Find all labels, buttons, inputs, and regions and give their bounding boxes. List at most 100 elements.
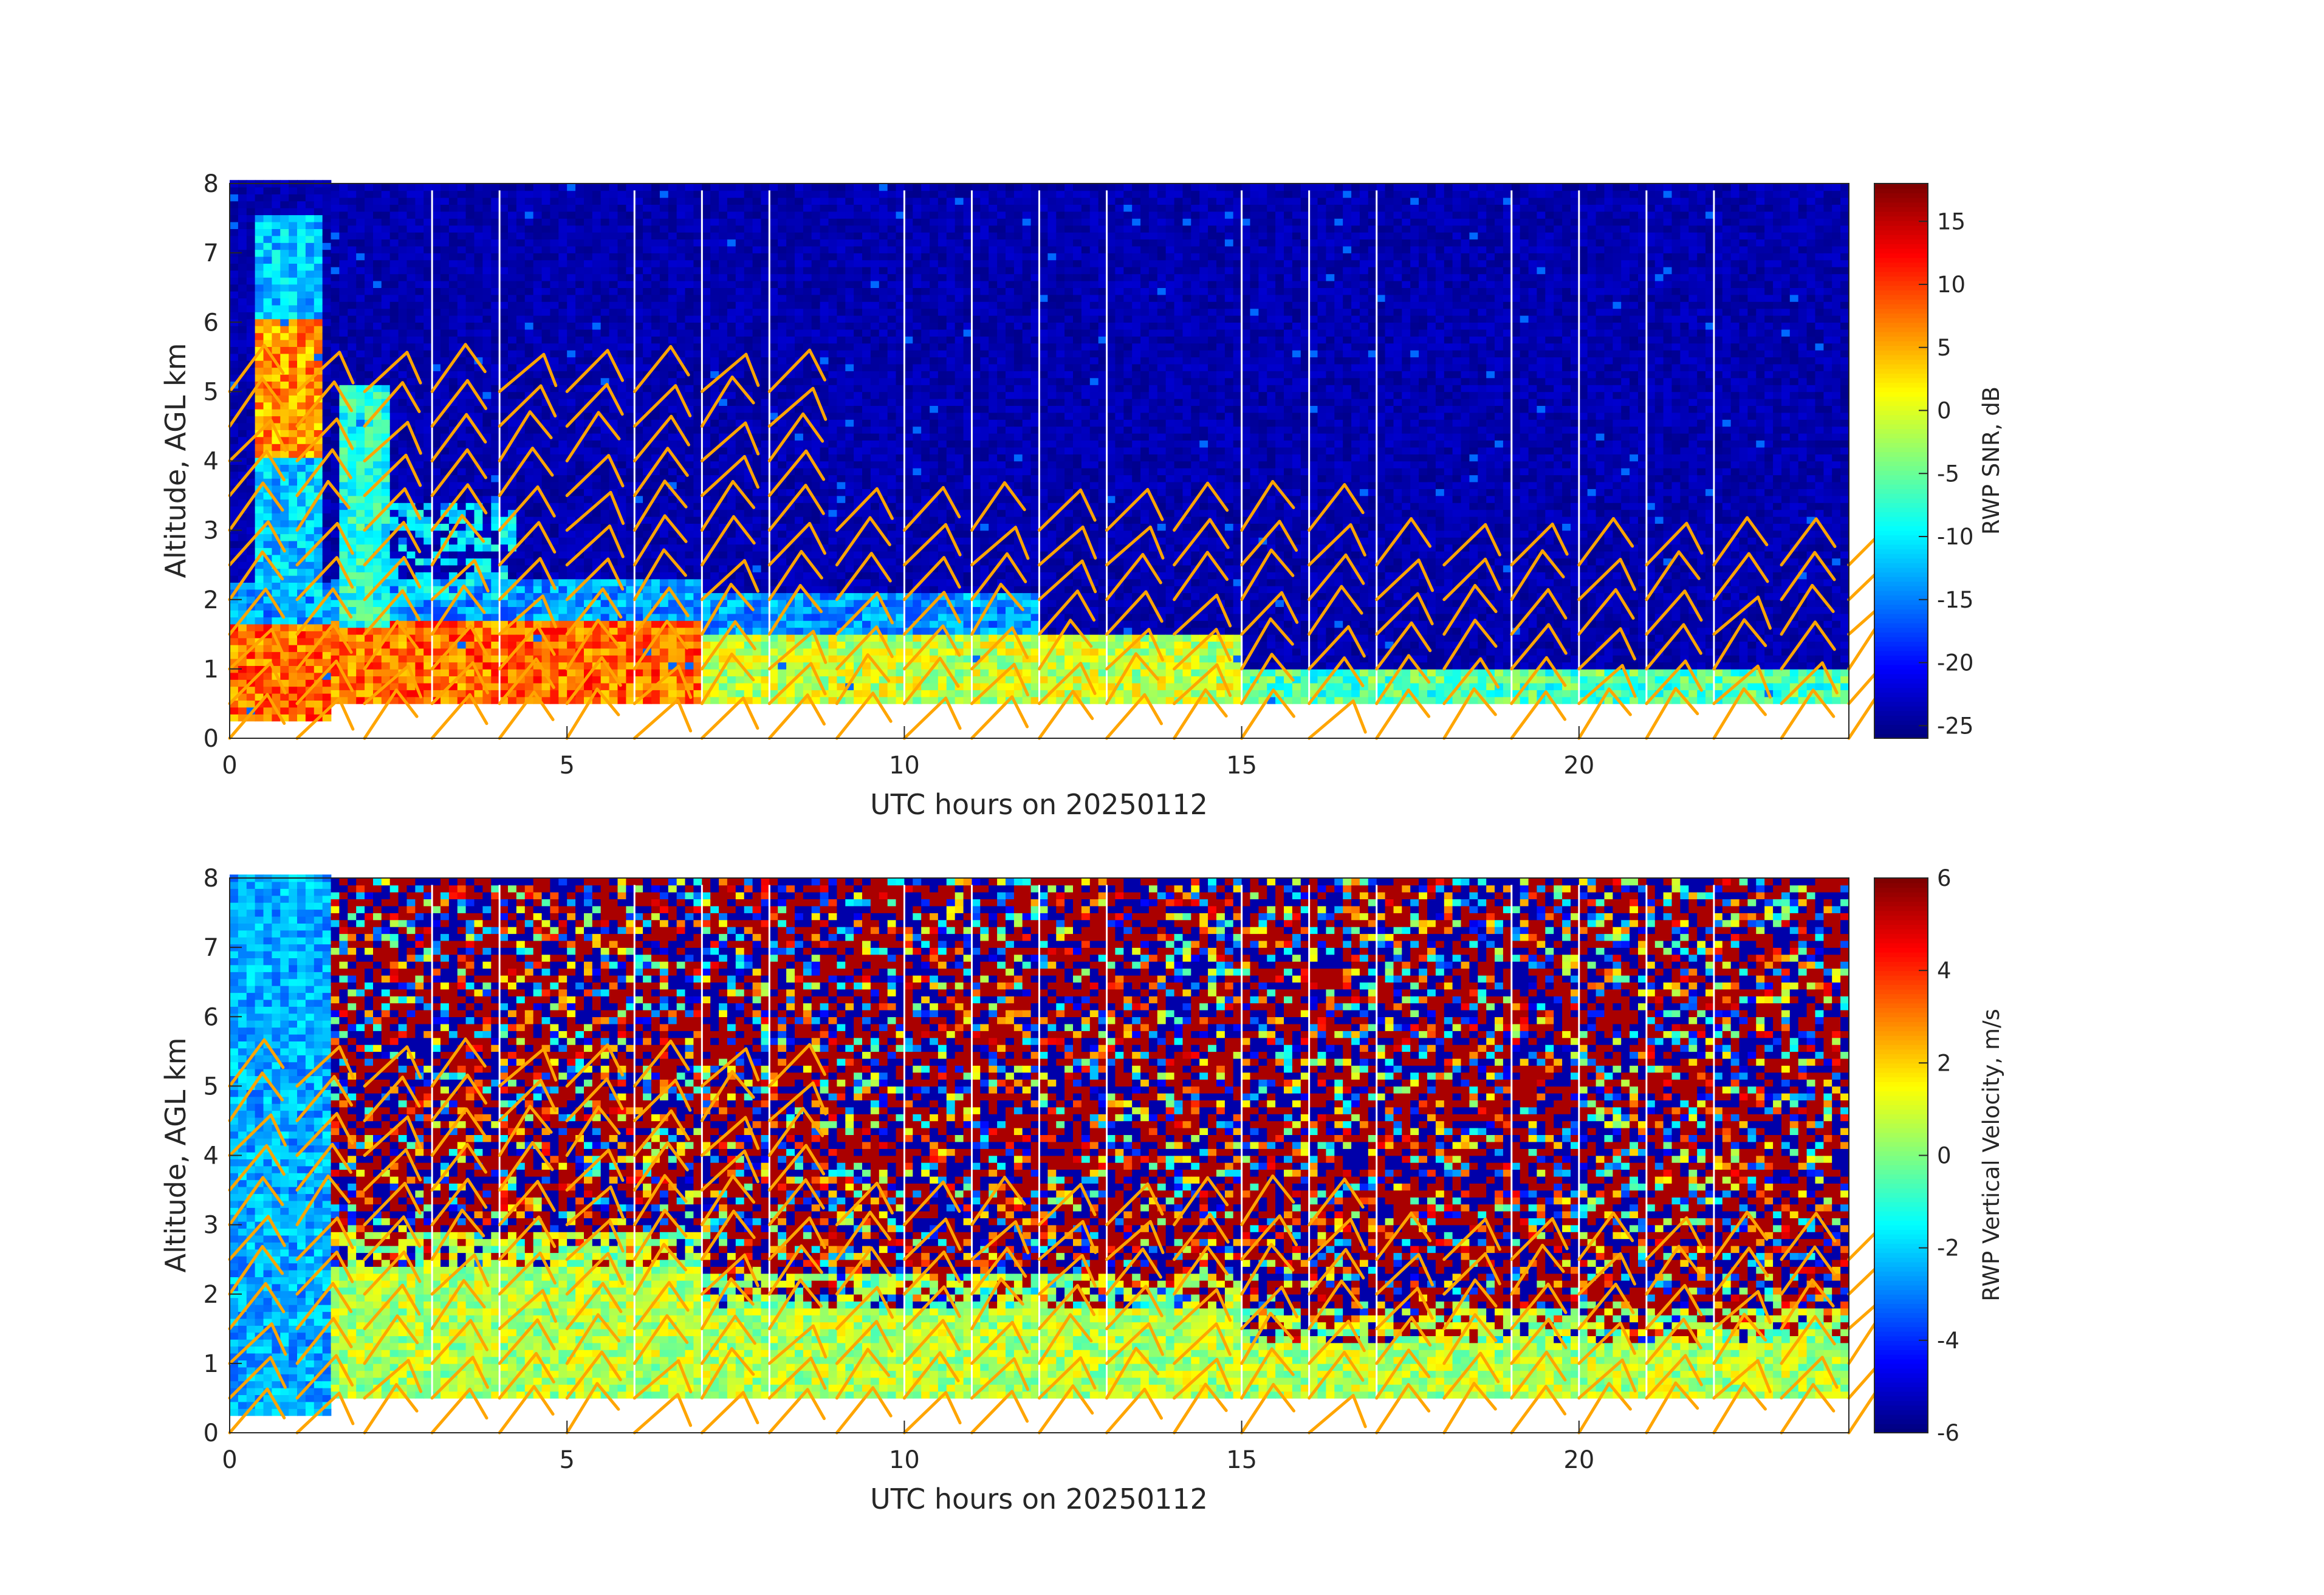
heatmap-cell <box>306 291 315 298</box>
heatmap-cell <box>373 357 382 364</box>
heatmap-cell <box>668 537 677 544</box>
heatmap-cell <box>382 260 391 267</box>
heatmap-cell <box>634 260 643 267</box>
heatmap-cell <box>289 659 298 666</box>
heatmap-cell <box>499 315 509 323</box>
heatmap-cell <box>499 329 509 337</box>
heatmap-cell <box>440 461 450 468</box>
heatmap-cell <box>466 364 475 371</box>
heatmap-cell <box>230 673 239 680</box>
heatmap-cell <box>348 343 357 351</box>
heatmap-cell <box>373 634 382 642</box>
heatmap-cell <box>348 225 357 233</box>
heatmap-cell <box>643 523 652 530</box>
heatmap-cell <box>230 346 239 354</box>
heatmap-cell <box>415 295 424 302</box>
heatmap-cell <box>306 312 315 319</box>
heatmap-cell <box>356 218 365 225</box>
heatmap-cell <box>297 319 306 326</box>
heatmap-cell <box>365 509 374 516</box>
heatmap-cell <box>264 645 273 652</box>
heatmap-cell <box>373 246 382 253</box>
heatmap-cell <box>499 461 509 468</box>
heatmap-cell <box>230 395 239 402</box>
heatmap-cell <box>458 260 467 267</box>
heatmap-cell <box>601 648 610 656</box>
heatmap-cell <box>306 346 315 354</box>
heatmap-cell <box>685 496 694 503</box>
heatmap-cell <box>399 211 408 219</box>
heatmap-cell <box>238 236 247 243</box>
heatmap-cell <box>499 295 509 302</box>
heatmap-cell <box>247 409 256 416</box>
heatmap-cell <box>550 204 559 211</box>
heatmap-cell <box>306 527 315 534</box>
heatmap-cell <box>458 683 467 690</box>
heatmap-cell <box>618 308 627 315</box>
heatmap-cell <box>264 305 273 312</box>
heatmap-cell <box>348 253 357 260</box>
heatmap-cell <box>601 364 610 371</box>
heatmap-cell <box>475 260 484 267</box>
heatmap-cell <box>508 572 517 579</box>
heatmap-cell <box>407 301 416 309</box>
heatmap-cell <box>584 454 593 461</box>
heatmap-cell <box>618 565 627 572</box>
heatmap-cell <box>331 343 340 351</box>
heatmap-cell <box>550 336 559 343</box>
heatmap-cell <box>432 364 441 371</box>
heatmap-cell <box>482 565 492 572</box>
heatmap-cell <box>432 211 441 219</box>
heatmap-cell <box>584 413 593 420</box>
heatmap-cell <box>399 440 408 447</box>
heatmap-cell <box>575 308 584 315</box>
heatmap-cell <box>466 572 475 579</box>
heatmap-cell <box>651 315 660 323</box>
heatmap-cell <box>592 475 602 482</box>
heatmap-cell <box>558 239 567 246</box>
heatmap-cell <box>280 201 289 208</box>
heatmap-cell <box>660 558 669 565</box>
heatmap-cell <box>609 614 619 621</box>
heatmap-cell <box>230 444 239 451</box>
heatmap-cell <box>314 617 323 624</box>
heatmap-cell <box>482 614 492 621</box>
heatmap-cell <box>230 208 239 215</box>
heatmap-cell <box>272 374 281 382</box>
heatmap-cell <box>567 634 576 642</box>
heatmap-cell <box>230 284 239 292</box>
heatmap-cell <box>373 537 382 544</box>
heatmap-cell <box>399 197 408 205</box>
heatmap-cell <box>710 489 719 496</box>
heatmap-cell <box>525 336 534 343</box>
heatmap-cell <box>584 343 593 351</box>
heatmap-cell <box>415 225 424 233</box>
heatmap-cell <box>677 440 686 447</box>
heatmap-cell <box>508 357 517 364</box>
heatmap-cell <box>499 197 509 205</box>
heatmap-cell <box>508 204 517 211</box>
heatmap-cell <box>508 343 517 351</box>
heatmap-cell <box>558 184 567 191</box>
heatmap-cell <box>516 447 526 454</box>
heatmap-cell <box>356 190 365 197</box>
heatmap-cell <box>499 273 509 281</box>
heatmap-cell <box>710 558 719 565</box>
heatmap-cell <box>348 600 357 607</box>
heatmap-cell <box>567 336 576 343</box>
heatmap-cell <box>382 204 391 211</box>
heatmap-cell <box>432 260 441 267</box>
heatmap-cell <box>390 246 399 253</box>
heatmap-cell <box>348 190 357 197</box>
heatmap-cell <box>508 211 517 219</box>
heatmap-cell <box>575 461 584 468</box>
heatmap-cell <box>390 329 399 337</box>
heatmap-cell <box>660 565 669 572</box>
heatmap-cell <box>331 572 340 579</box>
heatmap-cell <box>339 690 348 697</box>
heatmap-cell <box>255 617 264 624</box>
heatmap-cell <box>331 509 340 516</box>
heatmap-cell <box>247 346 256 354</box>
heatmap-cell <box>289 284 298 292</box>
heatmap-cell <box>702 496 711 503</box>
